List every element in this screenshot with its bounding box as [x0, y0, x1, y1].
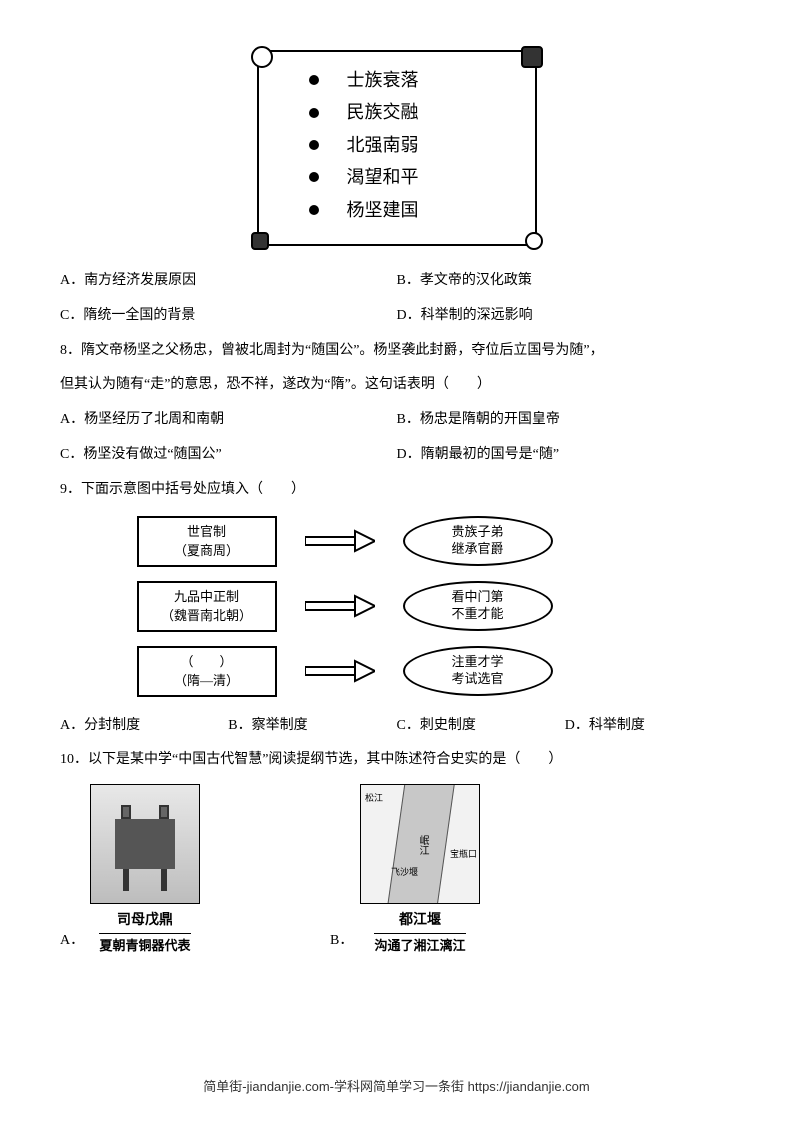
q8-line2: 但其认为随有“走”的意思，恐不祥，遂改为“隋”。这句话表明（ ） — [60, 370, 733, 401]
q8-options-row2: C．杨坚没有做过“随国公” D．隋朝最初的国号是“随” — [60, 440, 733, 471]
map-label: 宝瓶口 — [450, 845, 477, 865]
scroll-item: 杨坚建国 — [309, 194, 505, 226]
page-footer: 简单街-jiandanjie.com-学科网简单学习一条街 https://ji… — [0, 1073, 793, 1102]
scroll-corner — [525, 232, 543, 250]
option-a: A．南方经济发展原因 — [60, 266, 397, 297]
ellipse-line1: 贵族子弟 — [451, 524, 503, 541]
diagram-box: 世官制 （夏商周） — [137, 516, 277, 567]
option-b: B．孝文帝的汉化政策 — [397, 266, 734, 297]
ellipse-line2: 考试选官 — [451, 671, 503, 688]
q10-text: 10．以下是某中学“中国古代智慧”阅读提纲节选，其中陈述符合史实的是（ ） — [60, 745, 733, 776]
diagram-ellipse: 贵族子弟 继承官爵 — [403, 516, 553, 566]
map-label: 飞沙堰 — [391, 863, 418, 883]
scroll-text: 士族衰落 — [347, 64, 419, 96]
option-c: C．隋统一全国的背景 — [60, 301, 397, 332]
option-c: C．杨坚没有做过“随国公” — [60, 440, 397, 471]
scroll-item: 北强南弱 — [309, 129, 505, 161]
q9-options: A．分封制度 B．察举制度 C．刺史制度 D．科举制度 — [60, 711, 733, 742]
diagram-row: （ ） （隋—清） 注重才学 考试选官 — [137, 646, 657, 697]
figure-b: 松江 岷江 宝瓶口 飞沙堰 都江堰 沟通了湘江漓江 — [360, 784, 480, 956]
caption-title: 都江堰 — [399, 910, 441, 932]
q7-options-row1: A．南方经济发展原因 B．孝文帝的汉化政策 — [60, 266, 733, 297]
bullet-icon — [309, 140, 319, 150]
ding-image — [90, 784, 200, 904]
option-label-a: A． — [60, 926, 90, 957]
diagram-box: （ ） （隋—清） — [137, 646, 277, 697]
box-line1: （ ） — [139, 652, 275, 672]
q8-options-row1: A．杨坚经历了北周和南朝 B．杨忠是隋朝的开国皇帝 — [60, 405, 733, 436]
bullet-icon — [309, 205, 319, 215]
arrow-icon — [305, 659, 375, 683]
ding-ear — [121, 805, 131, 819]
diagram-ellipse: 看中门第 不重才能 — [403, 581, 553, 631]
diagram-row: 九品中正制 （魏晋南北朝） 看中门第 不重才能 — [137, 581, 657, 632]
option-c: C．刺史制度 — [397, 711, 565, 742]
q10-figures: A． 司母戊鼎 夏朝青铜器代表 B． 松江 岷江 宝瓶口 飞沙堰 — [60, 784, 733, 956]
arrow-icon — [305, 594, 375, 618]
scroll-text: 杨坚建国 — [347, 194, 419, 226]
box-line1: 世官制 — [139, 522, 275, 542]
box-line1: 九品中正制 — [139, 587, 275, 607]
ding-leg — [161, 869, 167, 891]
q10-option-b: B． 松江 岷江 宝瓶口 飞沙堰 都江堰 沟通了湘江漓江 — [330, 784, 480, 956]
scroll-item: 士族衰落 — [309, 64, 505, 96]
option-d: D．科举制度 — [565, 711, 733, 742]
option-a: A．分封制度 — [60, 711, 228, 742]
caption-sub: 夏朝青铜器代表 — [99, 933, 190, 957]
arrow-icon — [305, 529, 375, 553]
map-label: 松江 — [365, 789, 383, 809]
q9-diagram: 世官制 （夏商周） 贵族子弟 继承官爵 九品中正制 （魏晋南北朝） 看中门第 不… — [137, 516, 657, 697]
option-d: D．隋朝最初的国号是“随” — [397, 440, 734, 471]
ellipse-line2: 继承官爵 — [451, 541, 503, 558]
scroll-box: 士族衰落 民族交融 北强南弱 渴望和平 杨坚建国 — [257, 50, 537, 246]
box-line2: （夏商周） — [139, 541, 275, 561]
scroll-item: 民族交融 — [309, 96, 505, 128]
q8-line1: 8．隋文帝杨坚之父杨忠，曾被北周封为“随国公”。杨坚袭此封爵，夺位后立国号为随”… — [60, 336, 733, 367]
bullet-icon — [309, 75, 319, 85]
figure-a: 司母戊鼎 夏朝青铜器代表 — [90, 784, 200, 956]
scroll-item: 渴望和平 — [309, 161, 505, 193]
q7-options-row2: C．隋统一全国的背景 D．科举制的深远影响 — [60, 301, 733, 332]
scroll-text: 民族交融 — [347, 96, 419, 128]
scroll-text: 北强南弱 — [347, 129, 419, 161]
option-b: B．察举制度 — [228, 711, 396, 742]
diagram-row: 世官制 （夏商周） 贵族子弟 继承官爵 — [137, 516, 657, 567]
q9-text: 9．下面示意图中括号处应填入（ ） — [60, 475, 733, 506]
bullet-icon — [309, 172, 319, 182]
option-label-b: B． — [330, 926, 360, 957]
box-line2: （隋—清） — [139, 671, 275, 691]
diagram-box: 九品中正制 （魏晋南北朝） — [137, 581, 277, 632]
bullet-icon — [309, 108, 319, 118]
q10-option-a: A． 司母戊鼎 夏朝青铜器代表 — [60, 784, 200, 956]
ellipse-line1: 注重才学 — [451, 654, 503, 671]
option-a: A．杨坚经历了北周和南朝 — [60, 405, 397, 436]
scroll-corner — [251, 232, 269, 250]
map-image: 松江 岷江 宝瓶口 飞沙堰 — [360, 784, 480, 904]
ding-ear — [159, 805, 169, 819]
map-label: 岷江 — [411, 835, 433, 855]
option-d: D．科举制的深远影响 — [397, 301, 734, 332]
ellipse-line1: 看中门第 — [451, 589, 503, 606]
diagram-ellipse: 注重才学 考试选官 — [403, 646, 553, 696]
box-line2: （魏晋南北朝） — [139, 606, 275, 626]
caption-title: 司母戊鼎 — [117, 910, 173, 932]
ding-body — [115, 819, 175, 869]
option-b: B．杨忠是隋朝的开国皇帝 — [397, 405, 734, 436]
ellipse-line2: 不重才能 — [451, 606, 503, 623]
ding-leg — [123, 869, 129, 891]
scroll-text: 渴望和平 — [347, 161, 419, 193]
caption-sub: 沟通了湘江漓江 — [374, 933, 465, 957]
scroll-figure: 士族衰落 民族交融 北强南弱 渴望和平 杨坚建国 — [60, 50, 733, 246]
